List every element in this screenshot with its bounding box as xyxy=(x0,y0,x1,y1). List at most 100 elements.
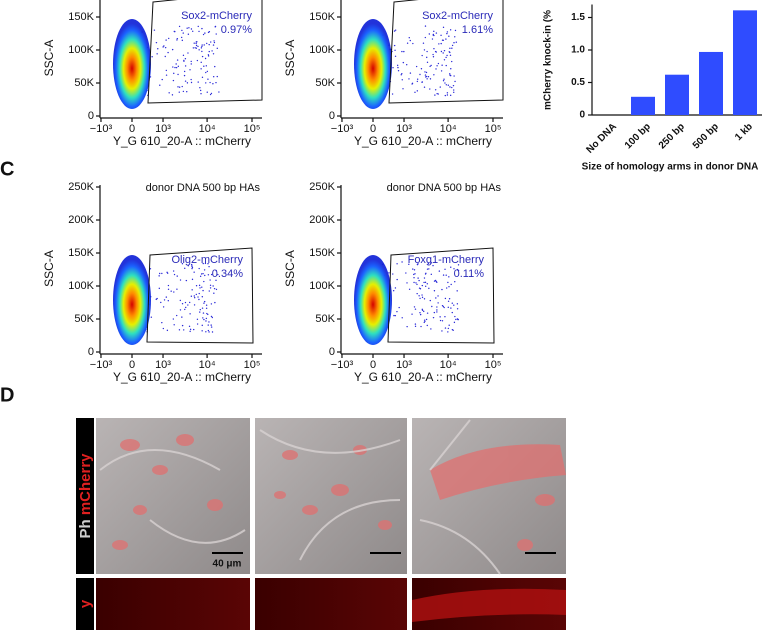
event xyxy=(189,69,191,71)
event xyxy=(431,305,433,308)
x-tick-label: 0 xyxy=(370,123,376,135)
event xyxy=(411,83,413,85)
event xyxy=(441,304,444,307)
event xyxy=(171,94,174,96)
event xyxy=(426,78,428,80)
y-tick-label: 200K xyxy=(68,214,94,226)
event xyxy=(198,267,200,270)
x-tick-label: 0 xyxy=(129,359,135,371)
event xyxy=(413,269,416,271)
y-tick-label: 150K xyxy=(309,247,335,259)
event xyxy=(426,312,429,314)
event xyxy=(195,284,198,287)
event xyxy=(456,290,458,292)
event xyxy=(421,309,424,311)
x-tick-label: 100 bp xyxy=(623,121,653,151)
event xyxy=(443,78,445,80)
x-tick-label: −10³ xyxy=(331,359,354,371)
event xyxy=(165,69,168,72)
event xyxy=(419,312,421,314)
event xyxy=(421,284,424,287)
event xyxy=(447,327,450,330)
event xyxy=(413,273,415,276)
plot-header: donor DNA 500 bp HAs xyxy=(387,182,502,194)
event xyxy=(173,324,175,326)
event xyxy=(453,268,455,270)
event xyxy=(191,278,194,281)
event xyxy=(403,50,405,53)
event xyxy=(188,325,191,328)
event xyxy=(202,289,204,292)
event xyxy=(396,278,398,281)
event xyxy=(161,78,163,81)
event xyxy=(432,264,434,267)
event xyxy=(393,30,396,32)
event xyxy=(434,279,437,282)
event xyxy=(205,331,207,333)
event xyxy=(414,325,417,328)
event xyxy=(197,45,199,48)
event xyxy=(448,298,451,300)
gate-percent: 1.61% xyxy=(462,24,493,36)
event xyxy=(391,93,394,95)
event xyxy=(193,271,195,273)
gate xyxy=(147,0,263,104)
micrograph xyxy=(255,578,407,630)
event xyxy=(210,315,213,318)
plot-header: donor DNA 500 bp HAs xyxy=(146,182,261,194)
event xyxy=(215,81,217,84)
micrographs: Ph mCherry y 40 μm xyxy=(76,418,566,630)
event xyxy=(208,331,210,333)
event xyxy=(440,34,442,37)
event xyxy=(162,306,165,308)
event xyxy=(204,32,206,34)
event xyxy=(210,324,212,326)
event xyxy=(394,55,397,57)
event xyxy=(196,59,199,62)
event xyxy=(200,273,203,275)
y-tick-label: 0 xyxy=(88,110,94,122)
event xyxy=(206,312,208,315)
event xyxy=(184,267,186,270)
event xyxy=(435,297,437,299)
event xyxy=(454,29,457,32)
event xyxy=(175,63,177,65)
event xyxy=(441,330,443,332)
event xyxy=(429,65,431,68)
y-tick-label: 200K xyxy=(309,214,335,226)
event xyxy=(394,287,397,289)
event xyxy=(409,72,412,74)
event xyxy=(402,61,405,64)
event xyxy=(196,41,198,43)
event xyxy=(203,65,205,67)
event xyxy=(210,326,213,328)
event xyxy=(206,70,209,73)
event xyxy=(199,87,201,89)
event xyxy=(160,301,162,304)
event xyxy=(446,32,448,35)
event xyxy=(204,262,207,265)
x-axis-label: Y_G 610_20-A :: mCherry xyxy=(354,134,492,148)
event xyxy=(203,269,206,271)
y-tick-label: 250K xyxy=(309,181,335,193)
event xyxy=(207,55,210,57)
x-tick-label: 10⁵ xyxy=(244,123,261,135)
event xyxy=(452,84,455,87)
event xyxy=(149,268,152,270)
y-tick-label: 150K xyxy=(309,11,335,23)
event xyxy=(195,44,198,47)
x-tick-label: 10⁴ xyxy=(440,359,457,371)
event xyxy=(439,316,441,318)
event xyxy=(209,81,211,84)
event xyxy=(454,36,456,38)
event xyxy=(406,325,408,328)
event xyxy=(449,74,452,77)
event xyxy=(167,288,170,290)
event xyxy=(448,51,450,53)
event xyxy=(215,288,218,291)
event xyxy=(416,78,419,80)
event xyxy=(421,81,423,84)
x-tick-label: 10⁴ xyxy=(199,123,216,135)
y-tick-label: 100K xyxy=(309,44,335,56)
event xyxy=(450,283,452,286)
